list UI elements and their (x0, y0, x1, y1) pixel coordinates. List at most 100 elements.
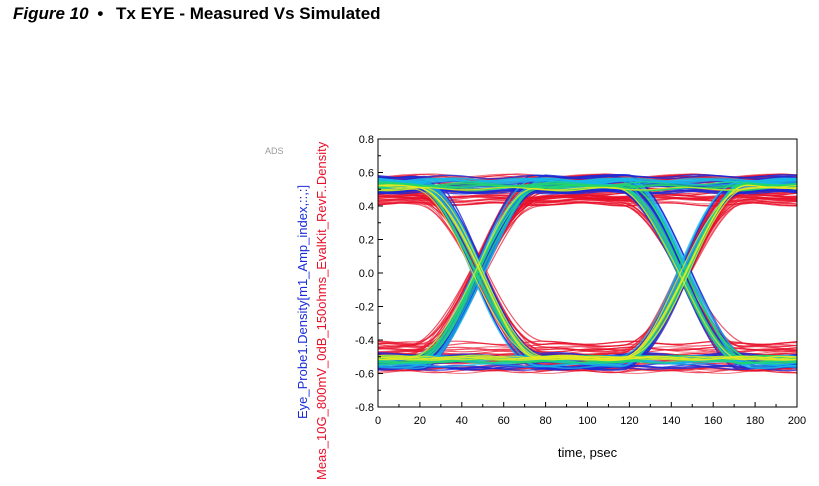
eye-trace (378, 179, 797, 362)
eye-trace (378, 195, 797, 356)
eye-trace (378, 184, 797, 363)
eye-trace (378, 182, 797, 348)
eye-trace (378, 181, 797, 356)
eye-trace (378, 197, 797, 354)
eye-trace (378, 181, 797, 356)
x-tick-label: 40 (456, 415, 468, 427)
y-tick-label: 0.4 (359, 201, 374, 213)
eye-trace (378, 179, 797, 362)
eye-trace (378, 184, 797, 362)
eye-trace (378, 201, 797, 358)
eye-trace (378, 194, 797, 351)
eye-trace (378, 189, 797, 348)
eye-trace (378, 188, 797, 360)
eye-trace (378, 192, 797, 358)
eye-trace (378, 181, 797, 360)
eye-trace (378, 186, 797, 365)
eye-trace (378, 178, 797, 366)
eye-trace (378, 184, 797, 361)
eye-trace (378, 196, 797, 351)
x-tick-label: 180 (746, 415, 764, 427)
eye-trace (378, 183, 797, 358)
eye-trace (378, 184, 797, 360)
x-tick-label: 80 (539, 415, 551, 427)
eye-trace (378, 184, 797, 359)
eye-trace (378, 199, 797, 359)
x-tick-label: 120 (620, 415, 638, 427)
figure-title: Tx EYE - Measured Vs Simulated (116, 4, 381, 23)
x-tick-label: 0 (375, 415, 381, 427)
figure-number: Figure 10 (13, 4, 89, 23)
eye-trace (378, 182, 797, 361)
x-tick-label: 60 (498, 415, 510, 427)
eye-trace (378, 181, 797, 361)
eye-trace (378, 185, 797, 363)
eye-trace (378, 180, 797, 360)
eye-trace (378, 181, 797, 360)
eye-trace (378, 183, 797, 361)
eye-trace (378, 197, 797, 349)
eye-trace (378, 198, 797, 360)
eye-trace (378, 194, 797, 355)
x-tick-label: 160 (704, 415, 722, 427)
eye-trace (378, 186, 797, 353)
eye-trace (378, 182, 797, 360)
eye-trace (378, 181, 797, 360)
eye-trace (378, 182, 797, 366)
y-tick-label: -0.8 (355, 402, 374, 414)
eye-trace (378, 182, 797, 362)
eye-trace (378, 184, 797, 347)
eye-trace (378, 183, 797, 364)
eye-trace (378, 199, 797, 358)
eye-trace (378, 198, 797, 347)
y-tick-label: 0.0 (359, 268, 374, 280)
eye-trace (378, 195, 797, 352)
y-tick-label: -0.6 (355, 369, 374, 381)
eye-trace (378, 185, 797, 353)
eye-trace (378, 185, 797, 359)
eye-trace (378, 187, 797, 361)
eye-trace (378, 198, 797, 347)
eye-trace (378, 188, 797, 359)
eye-trace (378, 184, 797, 360)
eye-trace (378, 178, 797, 366)
eye-trace (378, 180, 797, 358)
eye-trace (378, 196, 797, 362)
y-tick-label: -0.4 (355, 335, 374, 347)
eye-trace (378, 201, 797, 351)
y-tick-label: 0.6 (359, 168, 374, 180)
eye-trace (378, 184, 797, 361)
eye-trace (378, 184, 797, 359)
eye-trace (378, 196, 797, 360)
x-tick-label: 20 (414, 415, 426, 427)
eye-trace (378, 188, 797, 357)
eye-trace (378, 194, 797, 362)
eye-trace (378, 188, 797, 348)
eye-trace (378, 182, 797, 365)
eye-trace (378, 184, 797, 361)
eye-trace (378, 190, 797, 369)
eye-trace (378, 184, 797, 360)
eye-trace (378, 189, 797, 360)
eye-trace (378, 182, 797, 360)
y-tick-label: -0.2 (355, 302, 374, 314)
eye-trace (378, 201, 797, 359)
axes: 0 20 40 60 80 100 120 140 160 180 200 0.8 0.6 0.4 0.2 0… (355, 134, 806, 427)
eye-trace (378, 185, 797, 364)
eye-trace (378, 189, 797, 360)
eye-trace (378, 183, 797, 360)
eye-traces (378, 173, 797, 374)
x-tick-label: 200 (788, 415, 806, 427)
eye-trace (378, 184, 797, 361)
eye-trace (378, 185, 797, 362)
y-axis-label-measured: Meas_10G_800mV_0dB_150ohms_EvalKit_RevF.… (314, 141, 329, 480)
eye-trace (378, 181, 797, 187)
eye-trace (378, 187, 797, 358)
eye-trace (378, 187, 797, 361)
caption-bullet: • (97, 4, 104, 23)
eye-trace (378, 185, 797, 360)
y-axis-label-simulated: Eye_Probe1.Density[m1_Amp_index,::,:] (295, 185, 310, 419)
eye-trace (378, 179, 797, 184)
figure-caption: Figure 10 • Tx EYE - Measured Vs Simulat… (13, 4, 381, 24)
